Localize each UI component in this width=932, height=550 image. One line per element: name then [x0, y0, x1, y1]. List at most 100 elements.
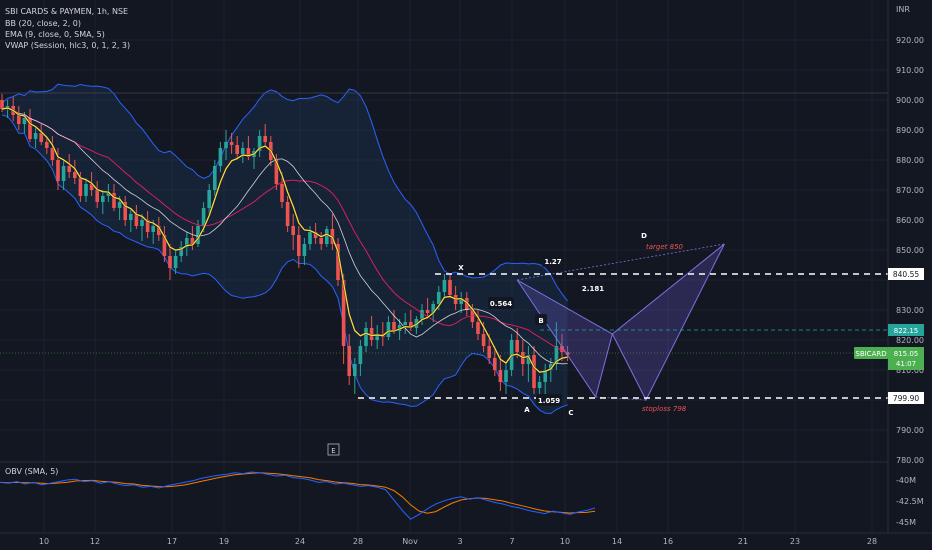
candle[interactable]: [448, 274, 452, 298]
candle[interactable]: [67, 154, 71, 178]
candle[interactable]: [162, 226, 167, 262]
c-label-box: [565, 406, 577, 417]
candle-body: [448, 280, 452, 295]
candle[interactable]: [504, 364, 508, 394]
candle[interactable]: [179, 241, 183, 262]
candle[interactable]: [291, 214, 295, 250]
candle[interactable]: [224, 130, 228, 160]
candle[interactable]: [45, 136, 49, 154]
candle[interactable]: [95, 181, 99, 208]
candle[interactable]: [369, 316, 374, 346]
candle[interactable]: [341, 274, 346, 364]
candle-body: [78, 178, 83, 196]
candle[interactable]: [207, 184, 211, 214]
candle[interactable]: [33, 127, 38, 148]
candle-body: [224, 142, 228, 148]
candle[interactable]: [129, 208, 133, 232]
candle[interactable]: [134, 205, 139, 229]
candle[interactable]: [375, 325, 379, 349]
candle[interactable]: [498, 355, 503, 391]
earnings-marker-box[interactable]: [327, 443, 340, 456]
candle[interactable]: [532, 346, 536, 394]
candle[interactable]: [101, 190, 105, 214]
price-tick-label: 820.00: [896, 336, 924, 345]
candle[interactable]: [173, 250, 178, 274]
obv-tick-label: -42.5M: [896, 497, 924, 506]
price-levels[interactable]: [0, 92, 888, 399]
candle[interactable]: [140, 214, 144, 241]
candle[interactable]: [493, 346, 497, 376]
candle[interactable]: [241, 142, 245, 163]
candle-body: [504, 370, 508, 382]
price-axis[interactable]: 920.00 910.00 900.00 890.00 880.00 870.00 860.…: [896, 36, 924, 465]
candle[interactable]: [168, 244, 172, 280]
candle[interactable]: [84, 178, 88, 202]
candle[interactable]: [297, 226, 301, 268]
legend-vwap: VWAP (Session, hlc3, 0, 1, 2, 3): [5, 41, 130, 50]
earnings-marker[interactable]: E: [331, 447, 335, 455]
candle[interactable]: [425, 298, 430, 319]
candle[interactable]: [420, 304, 424, 325]
grid: [0, 0, 888, 533]
candle[interactable]: [73, 160, 77, 184]
candle-body: [476, 322, 480, 334]
candle[interactable]: [325, 226, 329, 247]
candle[interactable]: [263, 124, 267, 145]
candle[interactable]: [50, 136, 55, 166]
candle[interactable]: [565, 346, 570, 361]
candle[interactable]: [17, 106, 21, 130]
candle[interactable]: [526, 346, 531, 382]
candle[interactable]: [403, 313, 407, 334]
tag-last-price: 815.05: [894, 350, 919, 358]
tag-822-bg: [888, 324, 924, 336]
candle[interactable]: [442, 274, 447, 298]
candle-body: [549, 364, 553, 370]
candle[interactable]: [364, 322, 368, 352]
candle[interactable]: [358, 340, 363, 376]
candle[interactable]: [285, 196, 290, 232]
obv-axis: -40M -42.5M -45M: [896, 476, 924, 527]
candle[interactable]: [386, 316, 391, 340]
bb-lower: [1, 114, 568, 415]
candle[interactable]: [476, 310, 480, 340]
candle[interactable]: [61, 160, 66, 190]
candle-body: [280, 184, 284, 202]
candle[interactable]: [185, 232, 189, 256]
candle[interactable]: [28, 109, 32, 142]
harmonic-pattern[interactable]: [516, 243, 725, 402]
price-tags: 840.55 822.15 SBICARD 815.05 41:07 799.9…: [854, 268, 924, 404]
candle[interactable]: [543, 364, 547, 394]
candle-body: [302, 244, 307, 256]
tag-countdown: 41:07: [896, 360, 916, 368]
candle[interactable]: [302, 238, 307, 265]
candle[interactable]: [39, 124, 43, 145]
candle[interactable]: [235, 136, 239, 160]
b-label-box: [535, 314, 547, 325]
candle-body: [106, 193, 111, 196]
candle[interactable]: [347, 334, 351, 385]
candles[interactable]: [0, 94, 570, 400]
pattern-d-label: D: [641, 232, 647, 240]
candle-body: [101, 196, 105, 202]
candle[interactable]: [218, 142, 223, 172]
candle[interactable]: [549, 358, 553, 382]
candle[interactable]: [229, 133, 234, 154]
candle[interactable]: [145, 211, 150, 238]
candle[interactable]: [257, 130, 262, 157]
currency-label: INR: [896, 5, 910, 14]
candle[interactable]: [459, 292, 463, 313]
candle[interactable]: [336, 238, 340, 286]
candle[interactable]: [190, 226, 195, 250]
a-label-box: [521, 403, 533, 414]
ratio-xd: 1.27: [544, 258, 561, 266]
time-axis[interactable]: 10 12 17 19 24 28 Nov 3 7 10 14 16 21 23 28: [39, 537, 877, 546]
candle[interactable]: [213, 160, 217, 196]
candle[interactable]: [123, 196, 127, 226]
candle[interactable]: [319, 232, 323, 250]
candle[interactable]: [353, 358, 357, 394]
symbol-tag: SBICARD: [855, 350, 886, 358]
ema-line: [1, 107, 568, 373]
candle[interactable]: [392, 310, 396, 334]
date-tick-label: 10: [560, 537, 570, 546]
